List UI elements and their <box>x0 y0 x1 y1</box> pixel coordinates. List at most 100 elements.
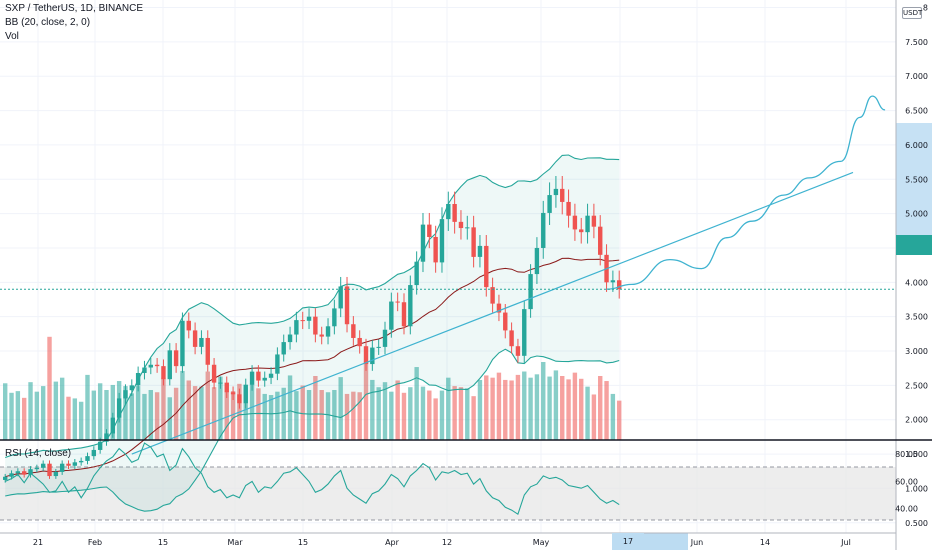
volume-bar <box>72 398 78 440</box>
volume-bar <box>313 376 318 440</box>
volume-bar <box>591 394 597 440</box>
price-axis-label: 5.500 <box>905 175 928 184</box>
volume-legend[interactable]: Vol <box>5 31 19 42</box>
volume-bar <box>376 387 381 440</box>
volume-bar <box>161 377 166 440</box>
candle-body <box>313 316 318 335</box>
rsi-line <box>4 442 620 516</box>
volume-bar <box>281 387 286 440</box>
volume-bar <box>496 372 502 440</box>
volume-bar <box>585 386 590 440</box>
volume-bar <box>471 396 476 440</box>
volume-bar <box>21 397 27 440</box>
price-axis-label: 7.500 <box>905 38 928 47</box>
candle-body <box>528 274 533 310</box>
candle-body <box>268 373 274 378</box>
candle-body <box>167 350 172 380</box>
candle-body <box>15 471 21 474</box>
volume-bar <box>477 379 483 440</box>
candle-body <box>218 382 223 384</box>
volume-bar <box>154 392 160 440</box>
candle-body <box>275 354 280 374</box>
volume-bar <box>534 374 540 440</box>
candle-body <box>547 195 552 213</box>
volume-bar <box>490 377 495 440</box>
bb-legend[interactable]: BB (20, close, 2, 0) <box>5 17 91 28</box>
projection-path[interactable] <box>606 95 886 290</box>
candle-body <box>300 320 305 322</box>
candle-body <box>325 326 331 337</box>
candle-body <box>338 286 343 309</box>
candle-body <box>199 337 204 347</box>
candle-body <box>617 280 622 290</box>
candle-body <box>452 204 457 222</box>
volume-bar <box>47 336 52 440</box>
volume-bar <box>458 387 464 440</box>
volume-bars <box>3 336 622 440</box>
candle-body <box>598 226 603 255</box>
volume-bar <box>541 362 546 440</box>
candle-body <box>91 449 97 457</box>
candle-body <box>205 337 210 365</box>
volume-bar <box>300 385 305 440</box>
candle-body <box>3 476 8 480</box>
candle-body <box>135 373 141 386</box>
price-axis-label: 6.500 <box>905 107 928 116</box>
candle-body <box>370 347 375 365</box>
time-axis-label: 15 <box>298 538 308 547</box>
candle-body <box>534 247 540 275</box>
volume-bar <box>275 391 280 440</box>
volume-bar <box>553 370 559 440</box>
time-axis[interactable]: 21 Feb 15 Mar 15 Apr 12 May Jun 14 Jul <box>33 538 851 547</box>
rsi-legend[interactable]: RSI (14, close) <box>5 448 72 459</box>
trendline[interactable] <box>131 171 854 455</box>
candle-body <box>446 204 451 220</box>
price-axis-label: 6.000 <box>905 141 928 150</box>
price-axis-label: 3.000 <box>905 347 928 356</box>
rsi-axis: 80.00 60.00 40.00 <box>895 450 918 514</box>
symbol-title[interactable]: SXP / TetherUS, 1D, BINANCE <box>5 3 144 14</box>
candle-body <box>192 330 198 347</box>
currency-unit-badge[interactable]: USDT <box>902 7 923 19</box>
price-axis-label: 5.000 <box>905 210 928 219</box>
volume-bar <box>85 374 90 440</box>
volume-bar <box>40 386 46 440</box>
rsi-axis-label: 80.00 <box>895 450 918 459</box>
candle-body <box>161 366 166 380</box>
volume-bar <box>439 390 445 440</box>
volume-bar <box>218 376 223 440</box>
candle-body <box>230 392 236 395</box>
volume-bar <box>382 382 388 440</box>
candle-body <box>237 394 242 404</box>
candle-body <box>433 236 438 263</box>
volume-bar <box>3 383 8 440</box>
volume-bar <box>148 390 153 440</box>
candle-body <box>427 224 432 237</box>
candle-body <box>59 463 65 472</box>
volume-bar <box>604 381 609 440</box>
volume-bar <box>484 375 489 440</box>
time-axis-label: 12 <box>442 538 452 547</box>
volume-bar <box>230 391 236 440</box>
candle-body <box>585 215 590 233</box>
candle-body <box>420 224 426 262</box>
candle-body <box>180 320 185 367</box>
candle-body <box>306 316 312 321</box>
time-axis-label: Mar <box>227 538 243 547</box>
volume-bar <box>110 384 116 440</box>
volume-bar <box>15 391 21 440</box>
volume-bar <box>123 386 128 440</box>
volume-bar <box>199 386 204 440</box>
volume-bar <box>135 386 141 440</box>
volume-bar <box>249 384 255 440</box>
candle-body <box>401 302 407 327</box>
volume-bar <box>34 391 40 440</box>
volume-bar <box>452 386 457 440</box>
candle-body <box>40 463 46 468</box>
volume-bar <box>325 392 331 440</box>
candle-body <box>173 350 179 367</box>
volume-bar <box>363 361 369 440</box>
volume-bar <box>66 396 71 440</box>
price-axis[interactable]: 87.5007.0006.5006.0005.5005.0004.5004.00… <box>905 4 928 528</box>
